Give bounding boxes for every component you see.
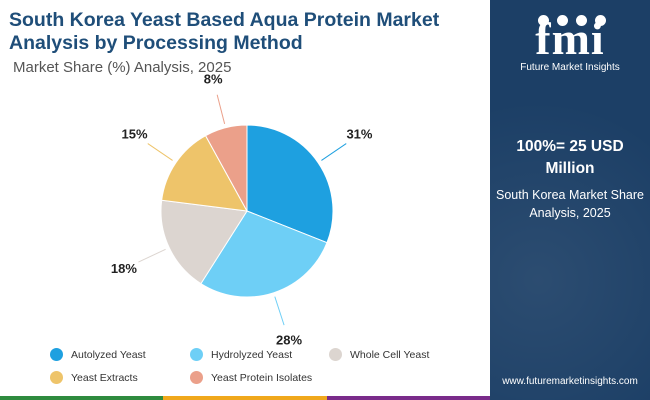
strip-purple [326, 396, 490, 400]
legend-swatch [50, 348, 63, 361]
legend-label: Autolyzed Yeast [71, 348, 146, 361]
legend-item-yeast-extracts: Yeast Extracts [50, 371, 138, 384]
leader-line-whole-cell-yeast [138, 248, 166, 263]
pie-slice-yeast-protein-isolates [204, 124, 248, 212]
logo-dot-icon [595, 15, 606, 26]
legend-label: Whole Cell Yeast [350, 348, 430, 361]
pie-slice-autolyzed-yeast [246, 124, 334, 244]
legend-label: Yeast Extracts [71, 371, 138, 384]
legend-label: Yeast Protein Isolates [211, 371, 313, 384]
data-label-hydrolyzed-yeast: 28% [276, 332, 302, 345]
strip-green [0, 396, 164, 400]
data-label-autolyzed-yeast: 31% [346, 127, 372, 142]
pie-slice-whole-cell-yeast [160, 199, 248, 285]
data-label-whole-cell-yeast: 18% [111, 261, 137, 276]
logo-letters: fmi [535, 13, 605, 64]
chart-title: South Korea Yeast Based Aqua Protein Mar… [9, 9, 440, 54]
legend-item-yeast-protein-isolates: Yeast Protein Isolates [190, 371, 312, 384]
chart-subtitle: Market Share (%) Analysis, 2025 [13, 59, 232, 76]
strip-orange [163, 396, 327, 400]
fmi-logo[interactable]: fmi Future Market Insights [490, 8, 650, 78]
total-market-value: 100%= 25 USD Million [516, 138, 624, 177]
data-label-yeast-protein-isolates: 8% [204, 71, 223, 86]
pie-slice-yeast-extracts [161, 134, 248, 212]
legend-item-hydrolyzed-yeast: Hydrolyzed Yeast [190, 348, 292, 361]
logo-text: Future Market Insights [520, 62, 620, 73]
bottom-color-strip [0, 396, 490, 400]
pie-chart: 31% 28% 18% 15% 8% [111, 71, 373, 345]
side-panel: fmi Future Market Insights 100%= 25 USD … [490, 0, 650, 400]
legend-swatch [329, 348, 342, 361]
legend-swatch [190, 371, 203, 384]
legend-item-autolyzed-yeast: Autolyzed Yeast [50, 348, 146, 361]
legend-label: Hydrolyzed Yeast [211, 348, 293, 361]
legend-swatch [50, 371, 63, 384]
logo-dot-icon [538, 15, 549, 26]
website-link[interactable]: www.futuremarketinsights.com [502, 376, 638, 387]
data-label-yeast-extracts: 15% [122, 127, 148, 142]
logo-dot-icon [557, 15, 568, 26]
leader-line-yeast-protein-isolates [216, 94, 226, 124]
leader-line-autolyzed-yeast [321, 143, 347, 161]
pie-slice-hydrolyzed-yeast [200, 210, 328, 298]
leader-line-hydrolyzed-yeast [274, 296, 285, 326]
leader-line-yeast-extracts [147, 143, 173, 161]
logo-dot-icon [576, 15, 587, 26]
legend-swatch [190, 348, 203, 361]
panel-description: South Korea Market Share Analysis, 2025 [496, 188, 644, 220]
legend-item-whole-cell-yeast: Whole Cell Yeast [329, 348, 429, 361]
